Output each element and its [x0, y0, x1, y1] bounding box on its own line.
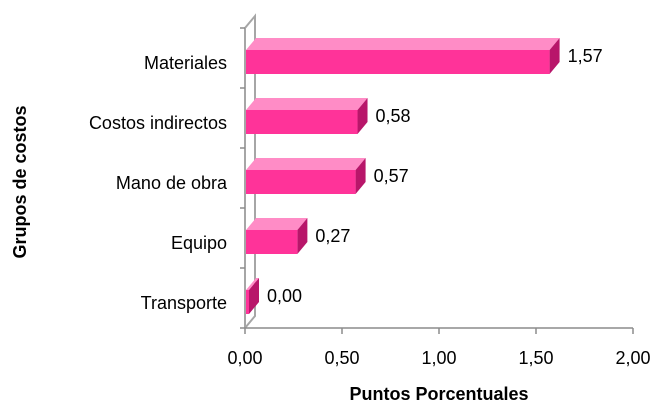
data-labels: 1,57 0,58 0,57 0,27 0,00 [267, 46, 603, 306]
bar-side-face [249, 278, 259, 314]
bar-front-face [246, 230, 298, 254]
category-label: Materiales [144, 53, 227, 73]
data-label: 0,27 [315, 226, 350, 246]
data-label: 0,58 [376, 106, 411, 126]
bar-top-face [246, 278, 259, 290]
bar-front-face [246, 110, 358, 134]
bar-top-face [246, 98, 368, 110]
bar-front-face [246, 170, 356, 194]
data-label: 1,57 [568, 46, 603, 66]
bar-front-face [246, 290, 249, 314]
x-tick-label: 1,00 [421, 348, 456, 368]
bars [246, 38, 560, 314]
x-tick-label: 0,00 [227, 348, 262, 368]
x-tick-label: 0,50 [324, 348, 359, 368]
bar [246, 278, 259, 314]
category-label: Costos indirectos [89, 113, 227, 133]
x-axis-title: Puntos Porcentuales [349, 384, 528, 404]
bar-front-face [246, 50, 550, 74]
category-label: Transporte [141, 293, 227, 313]
bar-top-face [246, 38, 560, 50]
y-axis-title: Grupos de costos [10, 105, 30, 258]
category-label: Equipo [171, 233, 227, 253]
side-wall [244, 13, 256, 329]
bar-side-face [549, 38, 560, 74]
x-tick-label: 1,50 [518, 348, 553, 368]
bar [246, 218, 308, 254]
data-label: 0,57 [374, 166, 409, 186]
bar [246, 158, 366, 194]
data-label: 0,00 [267, 286, 302, 306]
bar-top-face [246, 158, 366, 170]
bar [246, 38, 560, 74]
bar [246, 98, 368, 134]
x-tick-label: 2,00 [615, 348, 650, 368]
category-label: Mano de obra [116, 173, 228, 193]
chart-wall [244, 13, 256, 329]
x-axis: 0,00 0,50 1,00 1,50 2,00 [227, 27, 651, 368]
bar-top-face [246, 218, 308, 230]
bar-side-face [297, 218, 308, 254]
bar-side-face [357, 98, 368, 134]
category-labels: Materiales Costos indirectos Mano de obra E… [89, 53, 228, 313]
bar-side-face [355, 158, 366, 194]
